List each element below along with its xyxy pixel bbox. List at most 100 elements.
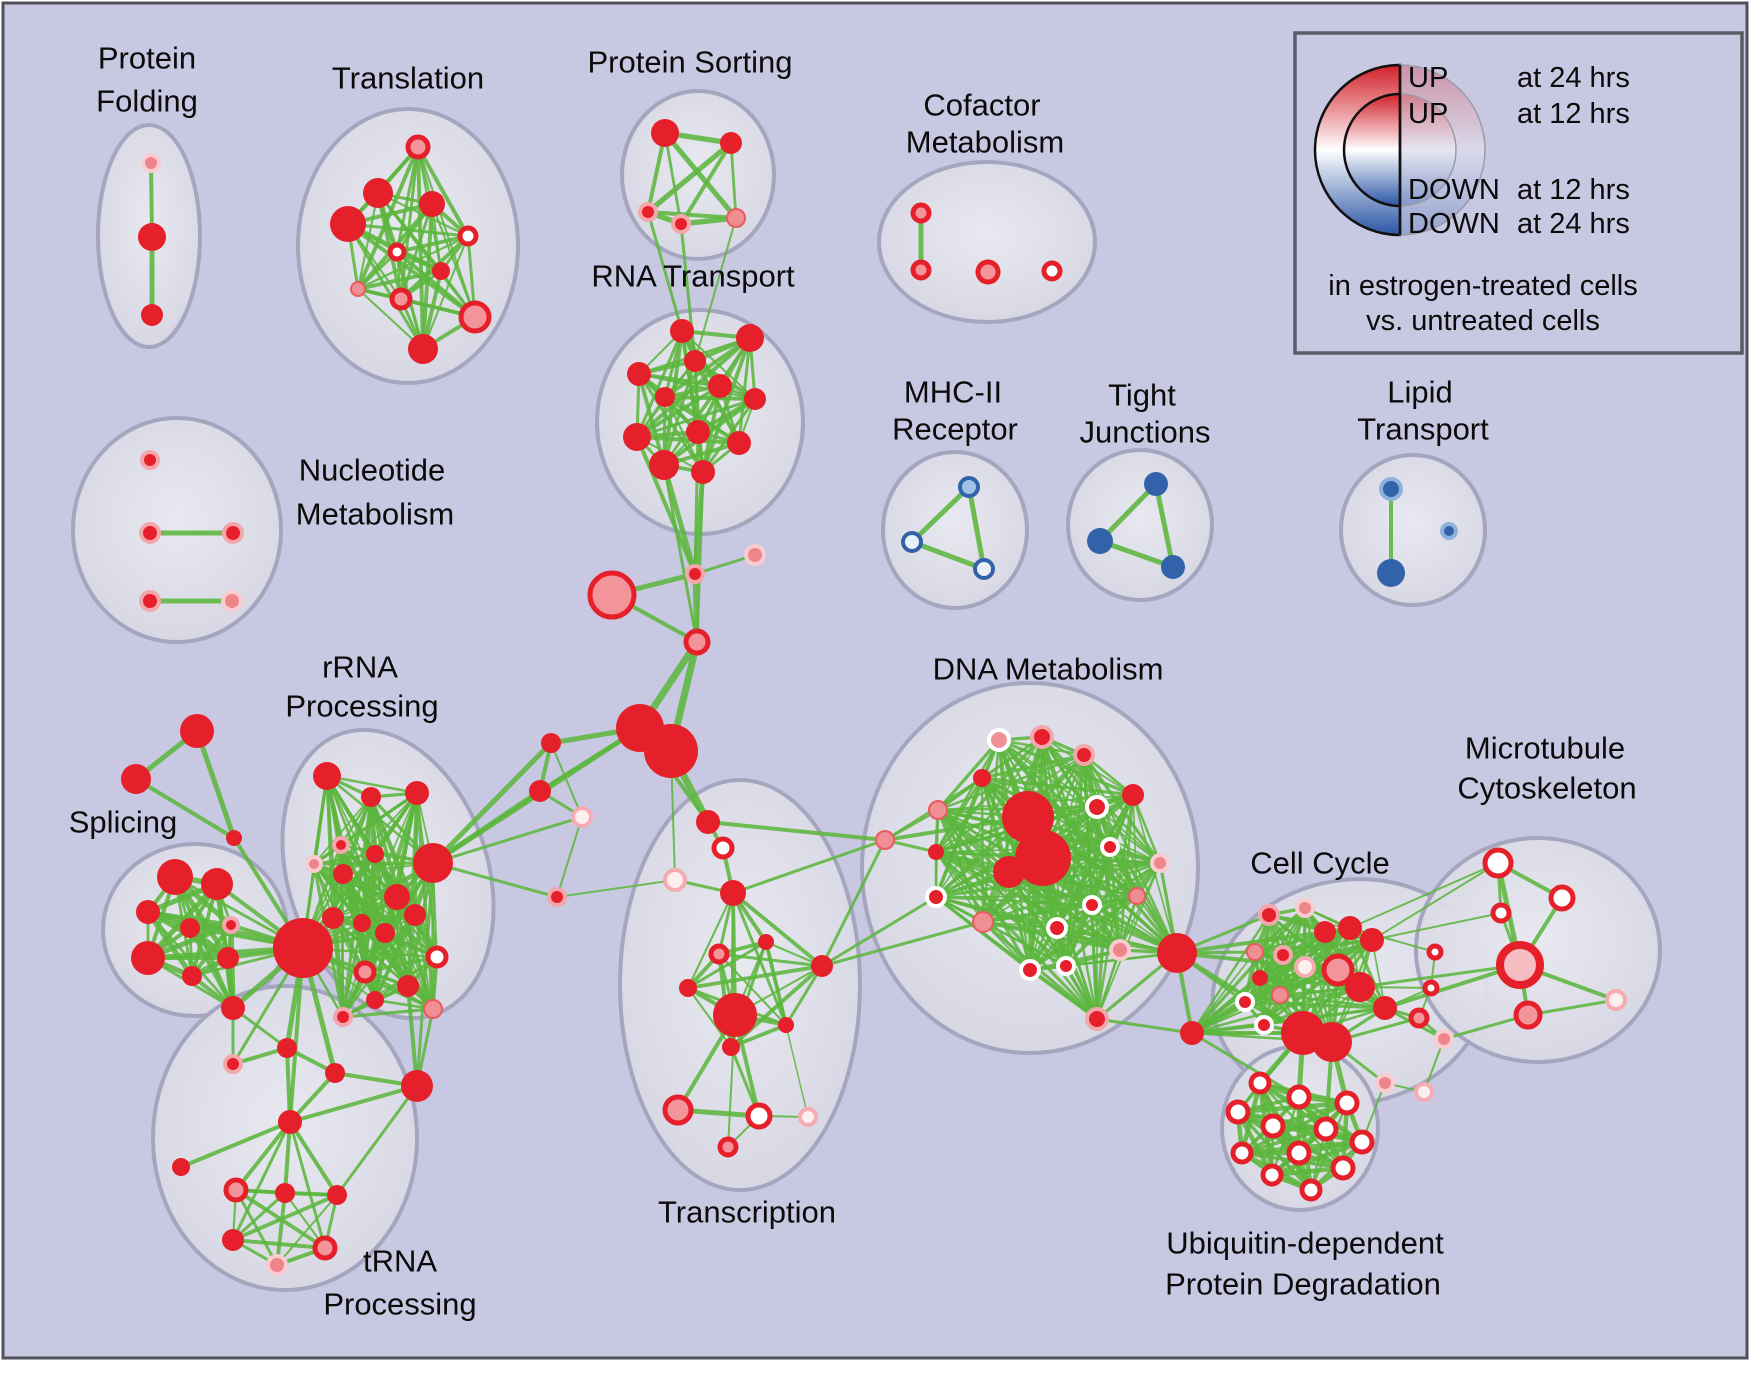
network-node-DM12 <box>1150 853 1170 873</box>
network-node-CCH2 <box>1312 1022 1352 1062</box>
network-node-CC6 <box>1246 943 1264 961</box>
network-edge <box>1028 968 1099 1021</box>
network-node-RR7 <box>366 845 384 863</box>
network-edge <box>1096 949 1121 1020</box>
network-node-TN5 <box>278 1110 302 1134</box>
network-node-M1 <box>958 476 980 498</box>
network-node-N4 <box>139 590 161 612</box>
cluster-ellipse-trna-processing <box>151 984 419 1292</box>
cluster-label-ubiquitin-degradation-line2: Protein Degradation <box>1165 1267 1441 1302</box>
network-edge <box>1442 1013 1530 1041</box>
network-node-DM11 <box>1100 837 1120 857</box>
network-node-TR8 <box>811 955 833 977</box>
network-edge <box>356 234 470 291</box>
network-edge <box>694 217 737 362</box>
network-node-S6 <box>131 941 165 975</box>
network-edge <box>686 940 768 990</box>
cluster-label-protein-folding-line2: Folding <box>96 84 198 119</box>
network-edge <box>356 269 443 291</box>
network-edge <box>663 395 741 445</box>
network-edge <box>430 788 543 866</box>
network-node-RR12 <box>375 923 395 943</box>
cluster-label-lipid-transport-line2: Transport <box>1357 412 1489 447</box>
network-node-TR9 <box>713 993 757 1037</box>
network-node-DM5 <box>928 800 948 820</box>
network-edge <box>288 1120 339 1197</box>
network-node-R7 <box>744 388 766 410</box>
network-edge <box>342 792 418 1018</box>
cluster-label-mhc-ii-receptor-line1: MHC-II <box>904 375 1002 410</box>
network-node-LN1 <box>541 733 561 753</box>
network-node-T5 <box>457 225 479 247</box>
network-node-U12 <box>1299 1178 1323 1202</box>
network-node-CC4 <box>1338 916 1362 940</box>
network-edge <box>662 130 739 221</box>
network-node-CH3 <box>744 544 766 566</box>
network-node-U11 <box>1260 1163 1284 1187</box>
cluster-label-protein-folding-line1: Protein <box>98 41 196 76</box>
legend-box <box>1293 31 1744 355</box>
network-node-CC1 <box>1258 904 1280 926</box>
network-edge <box>1131 793 1162 865</box>
network-edge <box>414 914 434 1010</box>
network-node-RR2 <box>361 787 381 807</box>
cluster-label-rrna-processing-line1: rRNA <box>322 650 398 685</box>
network-edge <box>635 435 741 445</box>
network-node-DM16 <box>1128 887 1146 905</box>
network-node-R11 <box>649 450 679 480</box>
network-edge <box>1095 1017 1194 1035</box>
network-edge <box>134 777 236 840</box>
network-node-DM10 <box>1122 784 1144 806</box>
network-node-DM19 <box>1056 956 1076 976</box>
network-node-S8 <box>217 947 239 969</box>
network-node-TR0 <box>696 810 720 834</box>
network-node-S3 <box>136 900 160 924</box>
network-node-CH2 <box>683 628 711 656</box>
network-edge <box>416 145 477 319</box>
network-node-MTH <box>1496 941 1544 989</box>
network-edge <box>981 777 1098 808</box>
network-node-M2 <box>901 531 923 553</box>
network-edge <box>1028 793 1135 972</box>
network-edge <box>231 1191 287 1242</box>
network-node-TN7 <box>223 1177 249 1203</box>
network-node-DM17 <box>1046 917 1068 939</box>
network-node-CC7 <box>1273 945 1293 965</box>
network-node-CX <box>875 830 895 850</box>
network-edge <box>430 740 554 866</box>
network-node-T2 <box>363 178 393 208</box>
network-edge <box>1349 862 1499 929</box>
network-edge <box>406 984 419 1088</box>
network-node-MT3 <box>1490 902 1512 924</box>
network-node-TR14 <box>798 1107 818 1127</box>
network-node-TR15 <box>717 1136 739 1158</box>
network-edge <box>729 141 738 220</box>
network-node-T7 <box>432 262 450 280</box>
network-node-DMH2 <box>1015 830 1071 886</box>
network-node-DM9 <box>1085 795 1109 819</box>
network-edge <box>431 861 559 899</box>
network-node-PF3 <box>141 304 163 326</box>
cluster-label-mhc-ii-receptor-line2: Receptor <box>892 412 1018 447</box>
network-node-RR9 <box>404 904 426 926</box>
network-node-R4 <box>627 362 651 386</box>
network-edge <box>1526 998 1618 1017</box>
network-edge <box>820 838 887 968</box>
network-node-M3 <box>973 558 995 580</box>
network-node-RR1 <box>313 762 341 790</box>
legend-inner-ring-right <box>1399 93 1457 207</box>
network-node-SP1 <box>180 714 214 748</box>
cluster-label-cofactor-metabolism-line1: Cofactor <box>923 88 1040 123</box>
network-edge <box>635 397 757 439</box>
network-node-CC9 <box>1321 953 1355 987</box>
network-node-SP3 <box>226 830 242 846</box>
network-node-U7 <box>1349 1129 1375 1155</box>
network-node-N5 <box>221 590 243 612</box>
network-edge <box>1240 1127 1328 1155</box>
network-node-R2 <box>736 324 764 352</box>
network-edge <box>935 895 1138 898</box>
network-edge <box>416 145 470 238</box>
network-node-RR16 <box>366 991 384 1009</box>
network-node-TR13 <box>745 1102 773 1130</box>
cluster-ellipse-mhc-ii-receptor <box>881 450 1029 610</box>
